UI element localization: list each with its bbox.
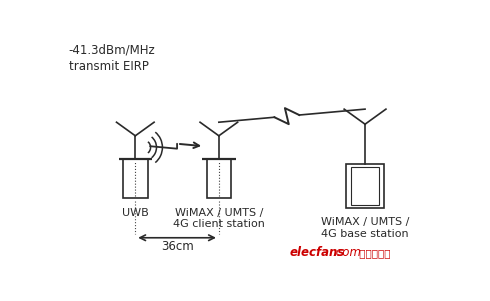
Text: WiMAX / UMTS /
4G base station: WiMAX / UMTS / 4G base station	[321, 217, 409, 238]
Bar	[346, 164, 384, 208]
Bar	[206, 159, 231, 198]
Text: WiMAX / UMTS /
4G client station: WiMAX / UMTS / 4G client station	[173, 208, 265, 229]
Text: elecfans: elecfans	[289, 246, 344, 259]
Text: -41.3dBm/MHz
transmit EIRP: -41.3dBm/MHz transmit EIRP	[69, 43, 156, 73]
Text: .com: .com	[333, 246, 362, 259]
Text: 电子发烧友: 电子发烧友	[356, 249, 390, 259]
Bar	[351, 167, 379, 205]
Bar	[123, 159, 147, 198]
Text: UWB: UWB	[122, 208, 148, 218]
Text: 36cm: 36cm	[161, 240, 194, 253]
